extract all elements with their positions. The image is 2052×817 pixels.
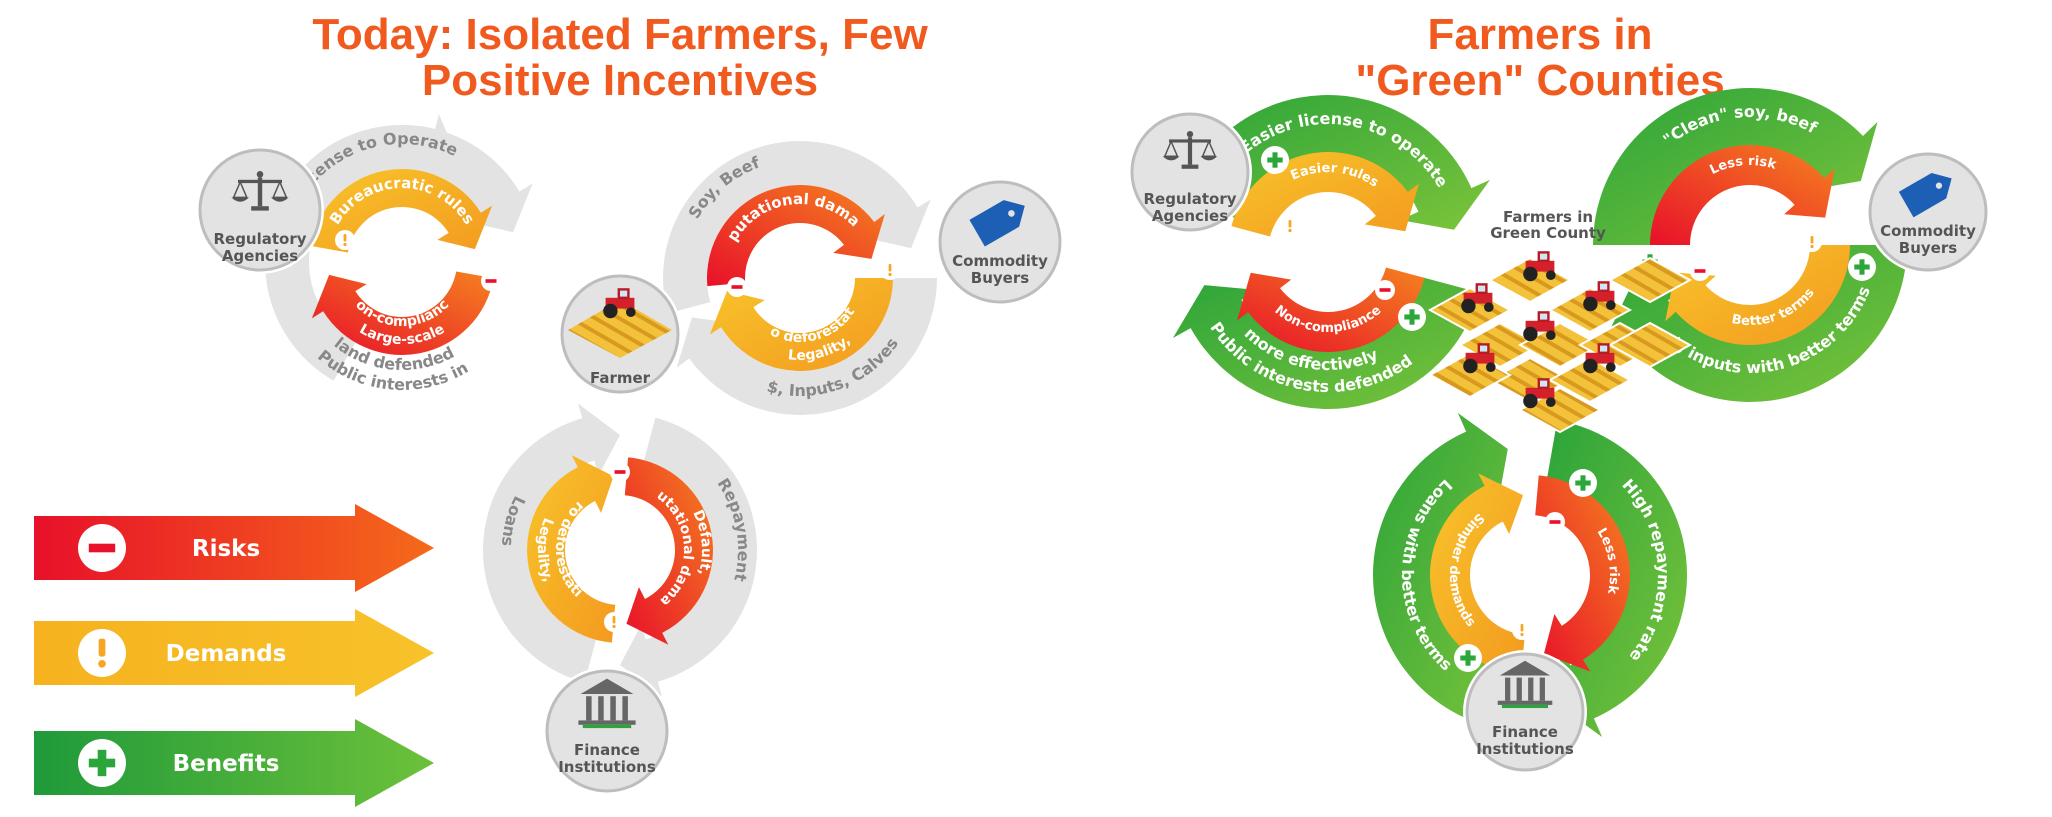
commodity-buyers-node	[936, 178, 1064, 306]
finance-label-1: Finance	[1492, 723, 1558, 741]
risk-badge	[727, 277, 747, 297]
right-title: Farmers in "Green" Counties	[1270, 12, 1810, 104]
tractor-icon	[1583, 343, 1616, 374]
risk-badge	[1375, 280, 1395, 300]
finance-label-2: Institutions	[558, 758, 656, 776]
bank-icon	[578, 678, 636, 729]
demand-badge	[880, 260, 900, 280]
noncompliance-ring	[311, 271, 494, 355]
risk-badge	[481, 271, 501, 291]
county-label-2: Green County	[1490, 224, 1606, 242]
simpler-demands-ring	[1430, 473, 1525, 675]
finance-institutions-node	[1463, 650, 1587, 774]
inputs-better-terms-arrow	[1603, 245, 1907, 403]
legend-risks: Risks	[34, 504, 434, 592]
legality-f-label-1: Legality,	[534, 516, 556, 585]
price-tag-icon	[1898, 172, 1952, 218]
farm-field	[1607, 321, 1693, 369]
benefit-badge	[1261, 146, 1289, 174]
tractor-icon	[1463, 343, 1496, 374]
commodity-buyers-node	[1866, 150, 1990, 274]
tractor-icon	[1523, 311, 1556, 342]
regulatory-agencies-node	[1128, 110, 1252, 234]
commodity-label-1: Commodity	[952, 252, 1048, 270]
risk-badge	[1690, 261, 1710, 281]
exclamation-icon	[78, 629, 126, 677]
repayment-gray-arrow	[620, 417, 757, 697]
benefit-badge	[1569, 469, 1597, 497]
finance-label-1: Finance	[574, 741, 640, 759]
benefit-badge	[1454, 644, 1482, 672]
price-tag-icon	[969, 200, 1025, 247]
demand-badge	[604, 612, 624, 632]
plus-icon	[78, 739, 126, 787]
tractor-icon	[603, 288, 636, 319]
repayment-rate-arrow	[1547, 420, 1687, 737]
county-label-1: Farmers in	[1503, 208, 1593, 226]
public-defended-arrow	[1172, 277, 1480, 410]
demand-badge	[1512, 620, 1532, 640]
risk-badge	[610, 462, 630, 482]
less-risk-commodity-ring	[1650, 144, 1835, 245]
regulatory-label-2: Agencies	[222, 247, 298, 265]
right-title-line2: "Green" Counties	[1355, 56, 1725, 105]
bank-icon	[1497, 660, 1553, 709]
regulatory-label-2: Agencies	[1152, 207, 1228, 225]
commodity-label-2: Buyers	[971, 269, 1029, 287]
better-terms-ring	[1665, 245, 1850, 345]
left-title-line1: Today: Isolated Farmers, Few	[312, 10, 928, 59]
scales-icon	[231, 171, 289, 211]
legend-label: Benefits	[173, 751, 280, 777]
farm-field	[568, 300, 672, 358]
inputs-gray-arrow	[676, 278, 937, 415]
demand-badge	[1802, 232, 1822, 252]
tractor-icon	[1461, 283, 1494, 314]
demand-badge	[1280, 216, 1300, 236]
tractor-icon	[1523, 378, 1556, 409]
legend-label: Demands	[166, 641, 287, 667]
regulatory-label-1: Regulatory	[1143, 190, 1236, 208]
commodity-label-2: Buyers	[1899, 239, 1957, 257]
tractor-icon	[1583, 281, 1616, 312]
tractor-icon	[1523, 251, 1556, 282]
farmer-label: Farmer	[590, 369, 651, 387]
minus-icon	[78, 524, 126, 572]
legend-benefits: Benefits	[34, 719, 434, 807]
left-title: Today: Isolated Farmers, Few Positive In…	[260, 12, 980, 104]
risk-badge	[1545, 512, 1565, 532]
commodity-label-1: Commodity	[1880, 222, 1976, 240]
bureaucratic-ring	[310, 169, 493, 253]
loans-better-arrow	[1373, 413, 1513, 730]
default-ring	[624, 457, 713, 645]
reputational-ring	[706, 184, 885, 287]
benefit-badge	[1398, 303, 1426, 331]
legend-demands: Demands	[34, 609, 434, 697]
loans-gray-arrow	[482, 403, 620, 683]
less-risk-finance-ring	[1535, 475, 1630, 672]
finance-institutions-node	[543, 667, 671, 795]
demand-badge	[335, 230, 355, 250]
legend-label: Risks	[192, 536, 260, 562]
benefit-badge	[1848, 253, 1876, 281]
left-title-line2: Positive Incentives	[421, 56, 819, 105]
right-title-line1: Farmers in	[1427, 10, 1653, 59]
legality-commodity-ring	[709, 278, 893, 372]
soy-gray-arrow	[663, 141, 931, 314]
farm-field	[1607, 256, 1693, 304]
legality-finance-ring	[526, 455, 616, 643]
finance-label-2: Institutions	[1476, 740, 1574, 758]
license-gray-arrow	[269, 124, 533, 238]
regulatory-label-1: Regulatory	[213, 230, 306, 248]
scales-icon	[1162, 131, 1218, 169]
clean-soy-arrow	[1593, 87, 1878, 245]
